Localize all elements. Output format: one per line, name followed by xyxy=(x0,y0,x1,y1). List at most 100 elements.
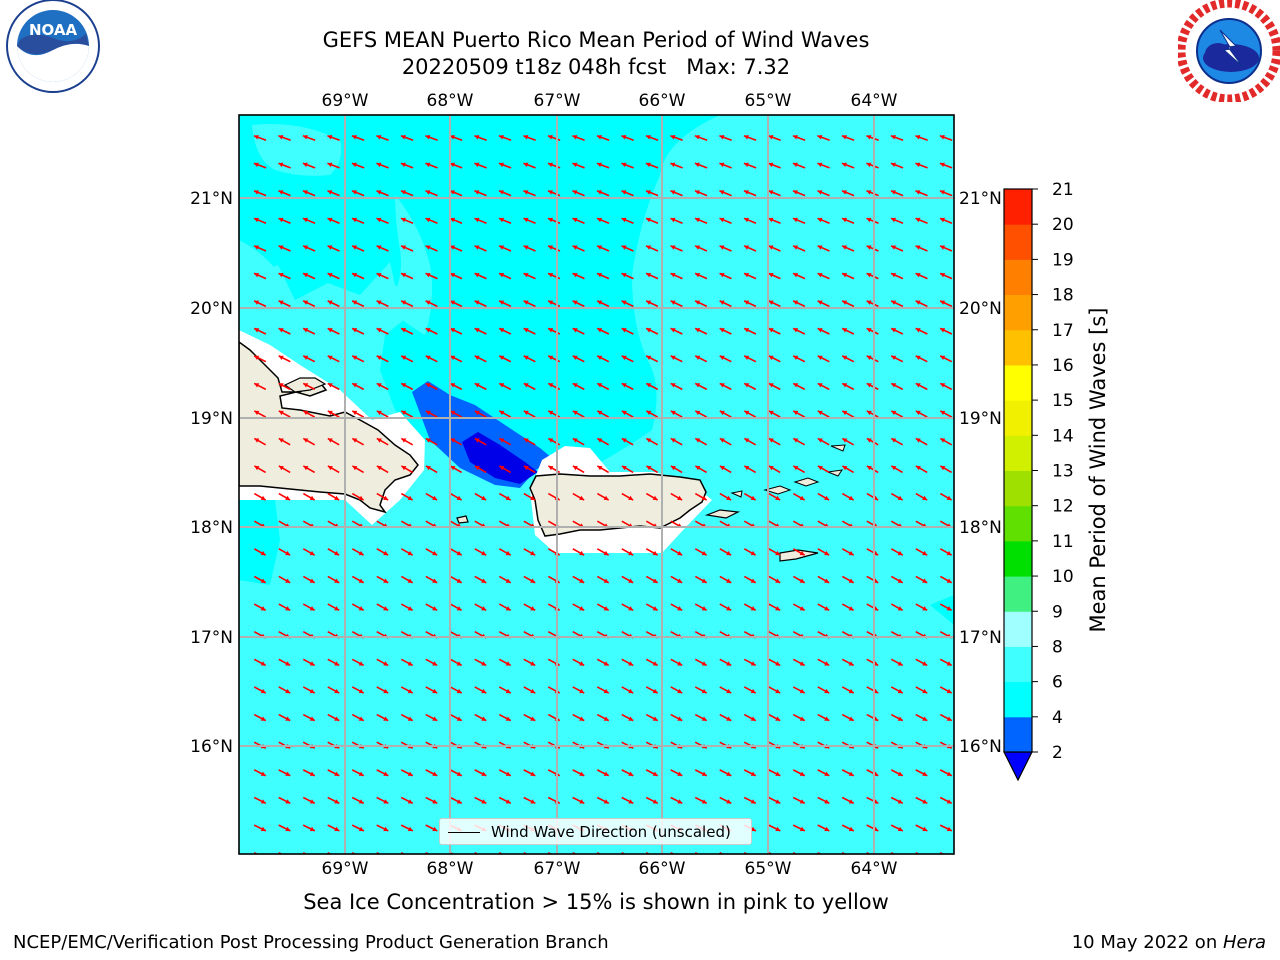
wind-arrow xyxy=(768,603,781,612)
wind-arrow xyxy=(743,190,757,197)
lon-label-top: 69°W xyxy=(322,91,369,111)
wind-arrow xyxy=(841,658,855,667)
wind-arrow xyxy=(400,135,414,141)
wind-arrow xyxy=(449,658,463,667)
colorbar-segment xyxy=(1004,189,1032,225)
wind-arrow xyxy=(474,686,487,694)
wind-arrow xyxy=(327,492,340,501)
wind-arrow xyxy=(572,272,585,280)
wind-arrow xyxy=(621,300,634,308)
wind-arrow xyxy=(866,465,879,474)
wind-arrow xyxy=(400,217,414,225)
lat-label-left: 19°N xyxy=(190,409,233,429)
wind-arrow xyxy=(327,658,340,667)
colorbar-segment xyxy=(1004,329,1032,366)
wind-arrow xyxy=(302,465,316,474)
wind-arrow xyxy=(449,272,463,280)
colorbar-tick-label: 20 xyxy=(1052,215,1074,235)
wind-arrow xyxy=(449,713,463,722)
wind-arrow xyxy=(841,548,855,556)
wind-arrow xyxy=(694,658,708,667)
wind-arrow xyxy=(866,245,879,252)
wind-arrow xyxy=(670,465,683,474)
wind-arrow xyxy=(425,465,438,474)
wind-arrow xyxy=(743,355,757,363)
colorbar-segment xyxy=(1004,470,1032,507)
wind-arrow xyxy=(474,327,487,335)
wind-arrow xyxy=(523,769,536,777)
wind-arrow xyxy=(376,355,389,363)
wind-arrow xyxy=(645,190,659,197)
wind-arrow xyxy=(621,382,634,391)
wind-arrow xyxy=(498,162,512,169)
wind-arrow xyxy=(670,135,683,141)
wind-arrow xyxy=(498,492,512,501)
wind-arrow xyxy=(621,245,634,252)
wind-arrow xyxy=(743,492,757,501)
wind-arrow xyxy=(596,300,610,308)
wind-arrow xyxy=(645,355,659,363)
wind-arrow xyxy=(939,465,953,474)
wind-arrow xyxy=(915,465,928,474)
lat-label-left: 16°N xyxy=(190,737,233,757)
wind-arrow xyxy=(841,437,855,446)
wind-arrow xyxy=(596,135,610,141)
wind-arrow xyxy=(596,686,610,694)
lon-label-top: 65°W xyxy=(745,91,792,111)
footer-date: 10 May 2022 on Hera xyxy=(1072,932,1266,953)
wind-arrow xyxy=(670,217,683,225)
wind-arrow xyxy=(792,410,806,418)
wind-arrow xyxy=(939,135,953,141)
wind-arrow xyxy=(890,190,904,197)
wind-arrow xyxy=(498,548,512,556)
wind-arrow xyxy=(866,300,879,308)
colorbar-segment xyxy=(1004,294,1032,331)
wind-arrow xyxy=(425,135,438,141)
lon-label-bottom: 64°W xyxy=(851,859,898,879)
wind-arrow xyxy=(474,162,487,169)
wind-arrow xyxy=(572,548,585,556)
wind-arrow xyxy=(253,686,267,694)
wind-arrow xyxy=(449,355,463,363)
wind-arrow xyxy=(523,548,536,556)
wind-arrow xyxy=(866,355,879,363)
wind-arrow xyxy=(278,410,291,418)
wind-arrow xyxy=(425,548,438,556)
colorbar-tick-label: 6 xyxy=(1052,673,1063,693)
wind-arrow xyxy=(890,465,904,474)
colorbar-segment xyxy=(1004,259,1032,296)
wind-arrow xyxy=(253,465,267,474)
wind-arrow xyxy=(449,135,463,141)
wind-arrow xyxy=(474,410,487,418)
wind-arrow xyxy=(792,272,806,280)
colorbar-tick-label: 21 xyxy=(1052,180,1074,200)
wind-arrow xyxy=(596,575,610,584)
wind-arrow xyxy=(253,162,267,169)
wind-arrow xyxy=(768,135,781,141)
wind-arrow xyxy=(890,355,904,363)
wind-arrow xyxy=(792,575,806,584)
wind-arrow xyxy=(523,796,536,805)
wind-arrow xyxy=(841,162,855,169)
wind-arrow xyxy=(694,437,708,446)
wind-arrow xyxy=(817,548,830,556)
period-field-6-8-patch xyxy=(385,195,433,335)
wind-arrow xyxy=(645,437,659,446)
wind-arrow xyxy=(351,437,365,446)
wind-arrow xyxy=(400,658,414,667)
wind-arrow xyxy=(302,382,316,391)
wind-arrow xyxy=(523,492,536,501)
wind-arrow xyxy=(645,713,659,722)
wind-arrow xyxy=(743,603,757,612)
wind-arrow xyxy=(915,272,928,280)
wind-arrow xyxy=(939,355,953,363)
wind-arrow xyxy=(523,575,536,584)
wind-arrow xyxy=(841,272,855,280)
wind-arrow xyxy=(694,769,708,777)
wind-arrow xyxy=(253,824,267,832)
wind-arrow xyxy=(474,245,487,252)
wind-arrow xyxy=(743,272,757,280)
wind-arrow xyxy=(841,245,855,252)
wind-arrow xyxy=(645,217,659,225)
wind-arrow xyxy=(915,245,928,252)
